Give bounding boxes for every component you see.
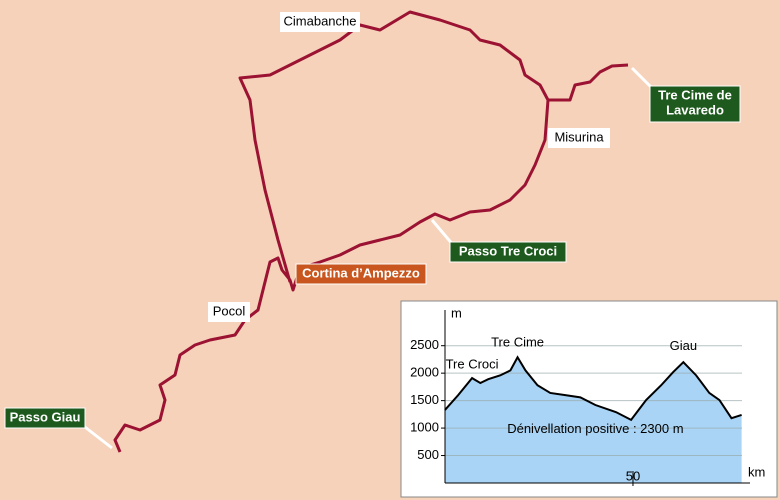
place-label: Passo Tre Croci [459, 243, 557, 258]
y-tick-label: 1000 [410, 420, 439, 435]
place-label: Misurina [554, 129, 604, 144]
y-axis-label: m [451, 305, 462, 320]
place-label: Cortina d’Ampezzo [302, 265, 420, 280]
x-axis-label: km [748, 464, 765, 479]
label-box [4, 407, 86, 429]
route-branch [548, 63, 629, 102]
y-tick-label: 2000 [410, 365, 439, 380]
label-pointer [80, 422, 113, 450]
y-tick-label: 2500 [410, 337, 439, 352]
annotation: Giau [670, 338, 697, 353]
profile-line [444, 355, 742, 422]
label-box [295, 263, 427, 285]
elevation-profile: 500 1000 1500 2000 2500 50 m km Tre Croci Tre Cim… [400, 300, 778, 498]
place-label: Tre Cime de [658, 87, 732, 102]
label-box [449, 241, 567, 263]
area-fill [445, 357, 742, 483]
label-box [280, 12, 360, 32]
annotation: Tre Croci [446, 356, 499, 371]
place-label: Lavaredo [666, 102, 724, 117]
place-label: Passo Giau [10, 409, 81, 424]
place-label: Pocol [213, 303, 246, 318]
annotation: Tre Cime [491, 334, 544, 349]
annotation: Dénivellation positive : 2300 m [507, 421, 683, 436]
label-box [208, 302, 250, 322]
y-tick-label: 500 [417, 447, 439, 462]
label-box [548, 128, 610, 148]
x-tick-label: 50 [626, 468, 640, 483]
label-box [649, 85, 741, 123]
place-label: Cimabanche [284, 13, 357, 28]
map-labels: Cimabanche Misurina Pocol Tre Cime deLavare… [4, 12, 741, 450]
y-tick-label: 1500 [410, 392, 439, 407]
